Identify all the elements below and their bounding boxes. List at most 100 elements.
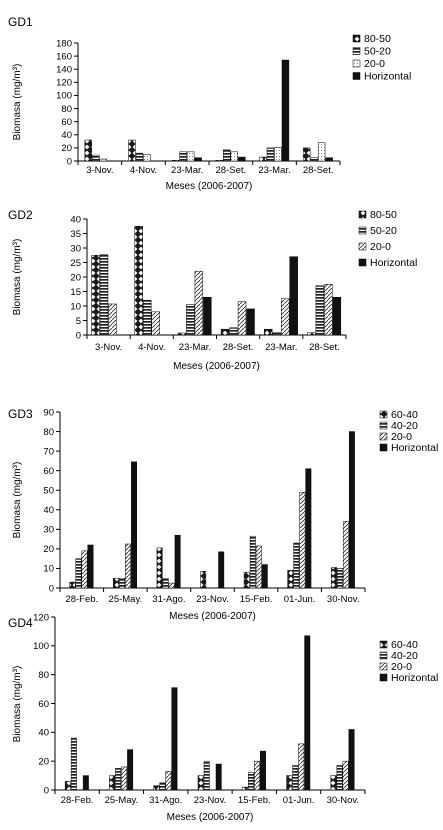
legend-swatch <box>379 651 388 660</box>
x-axis-title: Meses (2006-2007) <box>173 361 260 372</box>
bar-20-0 <box>99 158 107 162</box>
bar-horizontal <box>171 687 178 791</box>
bar-20-0 <box>143 154 151 162</box>
bar-50-20 <box>266 147 275 162</box>
bar-80-50 <box>177 332 187 336</box>
chart-gd3: GD3 0 10 20 30 40 50 60 70 80 90 28-Feb. 25-May. 31-A… <box>8 407 438 622</box>
bar-20-0 <box>342 521 349 589</box>
bar-20-0 <box>237 301 247 336</box>
bar-40-20 <box>162 577 169 589</box>
bar-40-20 <box>336 568 343 589</box>
bar-20-0 <box>81 550 88 589</box>
bar-horizontal <box>332 297 342 336</box>
bar-horizontal <box>215 763 222 791</box>
bar-60-40 <box>286 775 293 791</box>
bar-20-0 <box>165 771 172 791</box>
panel-label: GD2 <box>8 208 33 222</box>
y-tick-label: 70 <box>43 446 54 457</box>
bar-20-0 <box>298 743 305 791</box>
y-tick-label: 60 <box>43 466 54 477</box>
x-category-label: 23-Mar. <box>171 165 203 176</box>
x-category-label: 23-Mar. <box>265 342 297 353</box>
panel-label: GD4 <box>8 616 33 630</box>
bar-50-20 <box>99 254 109 336</box>
y-axis-title: Biomasa (mg/m³) <box>12 239 23 316</box>
bar-horizontal <box>127 749 134 791</box>
x-category-label: 23-Mar. <box>258 165 290 176</box>
bar-20-0 <box>255 545 262 589</box>
bar-horizontal <box>289 256 298 336</box>
chart-gd1: GD1 0 20 40 60 80 100 120 140 160 180 3-Nov. 4-Nov. 2… <box>8 15 411 192</box>
bar-80-50 <box>264 328 273 336</box>
bar-80-50 <box>307 332 316 336</box>
x-category-label: 3-Nov. <box>95 342 122 353</box>
bar-horizontal <box>174 534 181 589</box>
y-tick-label: 10 <box>70 301 81 312</box>
y-tick-label: 25 <box>70 258 81 269</box>
y-tick-label: 100 <box>56 91 72 102</box>
y-tick-label: 20 <box>70 272 81 283</box>
bar-20-0 <box>281 298 290 336</box>
bar-20-0 <box>274 146 282 162</box>
legend-label: 80-50 <box>364 33 391 45</box>
x-category-label: 25-May. <box>105 795 139 806</box>
bar-20-0 <box>151 311 160 336</box>
bar-50-20 <box>143 299 152 336</box>
legend-swatch <box>379 640 388 649</box>
legend-swatch <box>379 410 388 419</box>
y-tick-label: 30 <box>70 243 81 254</box>
bar-horizontal <box>131 461 138 589</box>
legend-swatch <box>379 421 388 430</box>
x-category-label: 30-Nov. <box>327 795 360 806</box>
bar-60-40 <box>156 547 163 589</box>
x-category-label: 28-Set. <box>223 342 254 353</box>
y-tick-label: 180 <box>56 38 72 49</box>
x-category-label: 3-Nov. <box>86 165 113 176</box>
bar-20-0 <box>324 284 333 336</box>
bar-50-20 <box>186 304 195 336</box>
x-category-label: 28-Set. <box>309 342 340 353</box>
bar-40-20 <box>70 737 77 791</box>
y-tick-label: 120 <box>56 78 72 89</box>
legend-swatch <box>379 443 388 452</box>
x-category-label: 28-Set. <box>216 165 247 176</box>
bar-20-0 <box>254 760 260 791</box>
bar-60-40 <box>287 570 294 589</box>
legend-swatch <box>358 258 367 267</box>
y-axis-title: Biomasa (mg/m³) <box>12 64 23 141</box>
bar-40-20 <box>293 542 300 589</box>
y-tick-label: 0 <box>76 330 81 341</box>
legend-swatch <box>352 34 361 43</box>
bar-horizontal <box>203 297 212 336</box>
y-tick-label: 20 <box>38 756 49 767</box>
bar-60-40 <box>200 571 207 589</box>
y-tick-label: 35 <box>70 229 81 240</box>
y-tick-label: 20 <box>61 143 72 154</box>
bar-20-0 <box>186 151 195 162</box>
legend-label: Horizontal <box>364 71 411 83</box>
bar-80-50 <box>171 160 180 162</box>
x-category-label: 23-Nov. <box>194 795 227 806</box>
chart-gd4: GD4 0 20 40 60 80 100 120 28-Feb. 25-May. 31-Ago. 2… <box>8 612 438 823</box>
bar-60-40 <box>197 775 204 791</box>
bar-40-20 <box>292 765 299 791</box>
x-category-label: 28-Feb. <box>61 795 94 806</box>
y-tick-label: 80 <box>38 670 49 681</box>
bar-50-20 <box>179 151 187 162</box>
bar-60-40 <box>153 785 160 791</box>
bar-60-40 <box>113 577 120 589</box>
bar-60-40 <box>243 572 250 589</box>
legend-swatch <box>352 59 361 68</box>
bar-20-0 <box>317 142 326 162</box>
x-category-label: 4-Nov. <box>138 342 165 353</box>
x-axis-title: Meses (2006-2007) <box>169 611 256 622</box>
legend-label: 20-0 <box>370 241 391 253</box>
y-tick-label: 15 <box>70 287 81 298</box>
bar-horizontal <box>260 750 266 791</box>
y-tick-label: 60 <box>38 699 49 710</box>
x-category-label: 4-Nov. <box>130 165 157 176</box>
y-tick-label: 0 <box>44 785 49 796</box>
bar-50-20 <box>223 149 231 162</box>
bar-horizontal <box>261 564 268 589</box>
